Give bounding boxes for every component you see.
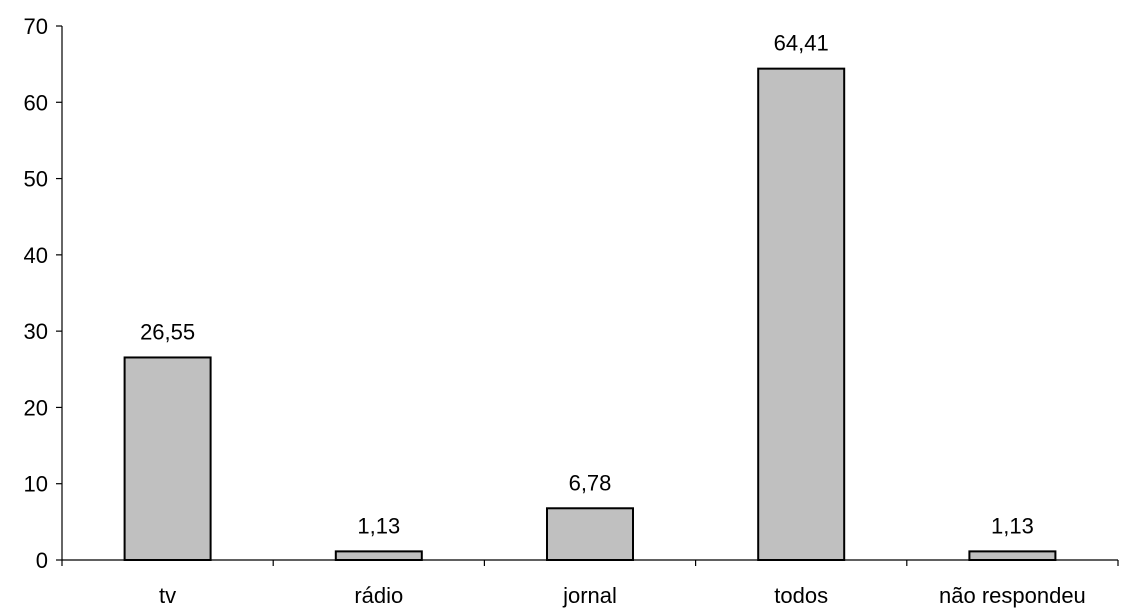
bar	[757, 67, 846, 562]
y-tick-label: 50	[24, 167, 48, 192]
bar	[334, 550, 423, 561]
bar-value-label: 64,41	[774, 31, 829, 56]
y-axis: 0 10 20 30 40 50 60 70	[24, 14, 63, 573]
y-tick-label: 70	[24, 14, 48, 39]
bar	[123, 356, 212, 561]
bar-value-label: 26,55	[140, 319, 195, 344]
bar	[968, 550, 1057, 561]
x-category-label: rádio	[354, 583, 403, 608]
x-axis: tv rádio jornal todos não respondeu	[61, 559, 1119, 608]
y-tick-label: 0	[36, 548, 48, 573]
bars	[123, 67, 1057, 562]
y-tick-label: 60	[24, 90, 48, 115]
x-category-label: todos	[774, 583, 828, 608]
bar-value-label: 1,13	[991, 513, 1034, 538]
bar-value-label: 6,78	[569, 470, 612, 495]
y-tick-label: 10	[24, 472, 48, 497]
x-category-label: tv	[159, 583, 176, 608]
x-category-label: não respondeu	[939, 583, 1086, 608]
y-tick-label: 40	[24, 243, 48, 268]
y-tick-label: 20	[24, 395, 48, 420]
bar	[546, 507, 634, 562]
x-category-label: jornal	[562, 583, 617, 608]
y-tick-label: 30	[24, 319, 48, 344]
data-labels: 26,55 1,13 6,78 64,41 1,13	[140, 31, 1034, 539]
bar-value-label: 1,13	[357, 513, 400, 538]
